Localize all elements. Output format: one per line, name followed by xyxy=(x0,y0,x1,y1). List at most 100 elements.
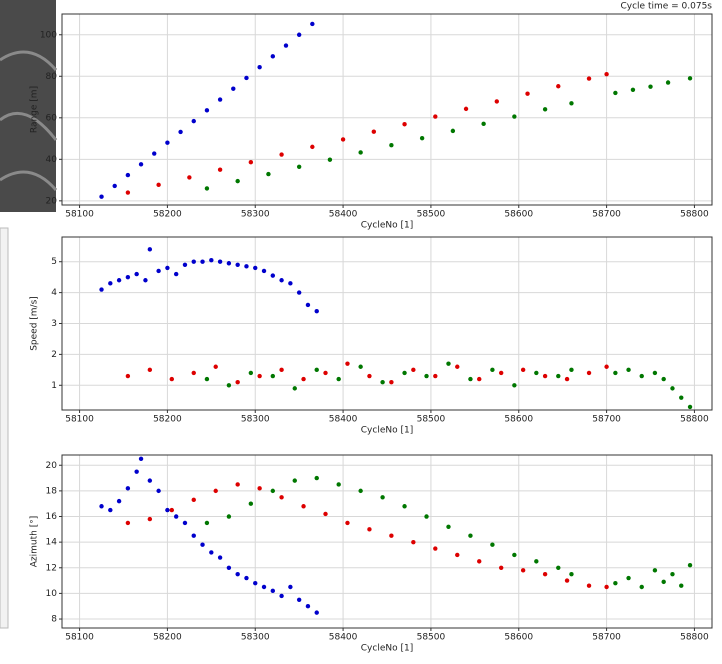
x-axis-label: CycleNo [1] xyxy=(361,221,413,231)
x-tick-label: 58400 xyxy=(329,210,358,220)
point xyxy=(209,550,214,555)
y-axis-label: Azimuth [°] xyxy=(30,516,40,567)
point xyxy=(358,150,363,155)
point xyxy=(244,264,249,269)
point xyxy=(125,373,131,379)
point xyxy=(652,370,658,376)
point xyxy=(604,584,609,590)
point xyxy=(138,456,144,462)
point xyxy=(235,262,240,268)
point xyxy=(310,21,315,27)
point xyxy=(367,373,372,379)
point xyxy=(152,151,157,156)
axes-frame xyxy=(61,454,713,629)
point xyxy=(187,175,192,180)
point xyxy=(279,593,284,599)
point xyxy=(323,511,328,517)
point xyxy=(402,122,407,127)
x-tick-label: 58300 xyxy=(241,210,270,220)
point xyxy=(217,555,223,560)
point xyxy=(687,563,693,568)
point xyxy=(125,190,131,195)
x-tick-label: 58400 xyxy=(329,633,358,643)
side-panel xyxy=(0,227,9,629)
point xyxy=(402,504,407,509)
point xyxy=(231,86,236,91)
point xyxy=(358,364,363,369)
y-tick-label: 20 xyxy=(46,196,58,206)
x-tick-label: 58400 xyxy=(329,415,358,425)
point xyxy=(134,271,139,277)
point xyxy=(178,129,183,135)
point xyxy=(687,76,693,81)
annotation: Cycle time = 0.075s xyxy=(620,2,712,12)
point xyxy=(253,580,258,586)
plot-area xyxy=(62,14,712,205)
point xyxy=(314,367,319,373)
point xyxy=(296,164,302,169)
point xyxy=(564,376,570,382)
point xyxy=(226,514,232,519)
point xyxy=(494,99,499,104)
background-image xyxy=(0,0,56,212)
point xyxy=(169,507,174,513)
point xyxy=(248,160,254,165)
point xyxy=(253,265,258,271)
point xyxy=(301,504,306,509)
point xyxy=(200,542,205,547)
y-tick-label: 40 xyxy=(46,155,58,165)
point xyxy=(424,514,429,519)
point xyxy=(165,507,170,513)
point xyxy=(173,514,179,519)
point xyxy=(147,367,153,373)
y-tick-label: 18 xyxy=(46,486,58,496)
point xyxy=(468,533,473,538)
point xyxy=(468,376,473,382)
point xyxy=(586,370,592,376)
point xyxy=(661,579,666,585)
point xyxy=(235,379,240,385)
point xyxy=(336,376,341,382)
y-tick-label: 8 xyxy=(51,615,57,625)
point xyxy=(147,478,153,483)
point xyxy=(679,395,684,400)
point xyxy=(340,137,346,142)
point xyxy=(191,370,196,376)
point xyxy=(665,80,671,85)
x-tick-label: 58800 xyxy=(680,415,709,425)
point xyxy=(525,91,530,96)
x-tick-label: 58100 xyxy=(65,210,94,220)
point xyxy=(661,376,666,382)
point xyxy=(679,583,684,588)
point xyxy=(244,75,249,81)
point xyxy=(569,367,574,373)
axes-frame xyxy=(61,236,713,411)
point xyxy=(556,565,561,570)
y-tick-label: 12 xyxy=(46,563,57,573)
point xyxy=(125,274,131,280)
x-tick-label: 58800 xyxy=(680,633,709,643)
point xyxy=(345,361,350,366)
x-tick-label: 58300 xyxy=(241,415,270,425)
point xyxy=(156,488,161,494)
point xyxy=(314,308,319,314)
y-tick-label: 2 xyxy=(51,350,57,360)
point xyxy=(257,64,262,70)
point xyxy=(613,370,618,376)
point xyxy=(639,584,644,590)
point xyxy=(217,259,223,264)
point xyxy=(433,546,438,551)
point xyxy=(248,370,254,376)
point xyxy=(235,482,240,487)
x-tick-label: 58300 xyxy=(241,633,270,643)
point xyxy=(213,488,218,494)
point xyxy=(244,575,249,581)
point xyxy=(270,588,276,594)
point xyxy=(292,478,297,483)
point xyxy=(613,580,618,586)
point xyxy=(257,373,262,379)
point xyxy=(498,565,504,570)
y-tick-label: 1 xyxy=(51,381,57,391)
x-tick-label: 58600 xyxy=(504,210,533,220)
